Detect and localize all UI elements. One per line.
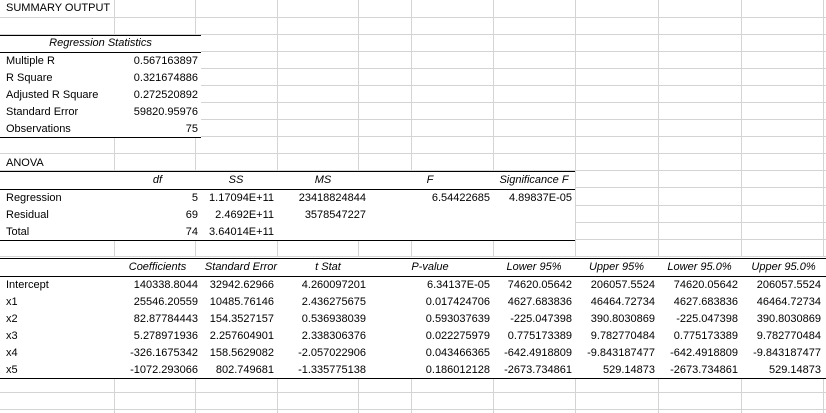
coef-header: Upper 95.0%	[751, 261, 816, 273]
anova-row-label: Residual	[6, 209, 49, 221]
coef-cell[interactable]: 390.8030869	[590, 313, 655, 325]
coef-cell[interactable]: 390.8030869	[756, 313, 821, 325]
coef-cell[interactable]: 74620.05642	[507, 279, 572, 291]
coef-cell[interactable]: 0.043466365	[425, 347, 490, 359]
coef-cell[interactable]: 4627.683836	[673, 296, 738, 308]
coef-cell[interactable]: -9.843187477	[753, 347, 821, 359]
coef-header: Upper 95%	[588, 261, 645, 273]
anova-cell[interactable]: 4.89837E-05	[509, 192, 572, 204]
coef-row-label: x3	[6, 330, 18, 342]
coef-cell[interactable]: 9.782770484	[756, 330, 821, 342]
gridline	[658, 0, 659, 413]
anova-header-f: F	[426, 174, 434, 186]
coef-cell[interactable]: 0.593037639	[425, 313, 490, 325]
coef-row-label: x1	[6, 296, 18, 308]
regression-statistics-header: Regression Statistics	[49, 37, 152, 49]
coef-header: Coefficients	[128, 261, 187, 273]
coef-cell[interactable]: 206057.5524	[756, 279, 821, 291]
stat-value[interactable]: 75	[185, 123, 198, 135]
coef-cell[interactable]: -2673.734861	[670, 364, 738, 376]
coef-row-label: Intercept	[6, 279, 49, 291]
coef-cell[interactable]: -326.1675342	[130, 347, 198, 359]
coef-cell[interactable]: 529.14873	[603, 364, 655, 376]
coef-cell[interactable]: 0.775173389	[507, 330, 572, 342]
coef-cell[interactable]: -642.4918809	[504, 347, 572, 359]
anova-cell[interactable]: 69	[185, 209, 198, 221]
coef-cell[interactable]: 529.14873	[769, 364, 821, 376]
coef-cell[interactable]: 2.436275675	[301, 296, 366, 308]
coef-cell[interactable]: 5.278971936	[133, 330, 198, 342]
coef-header: Lower 95%	[506, 261, 562, 273]
anova-cell[interactable]: 1.17094E+11	[209, 192, 274, 204]
anova-title: ANOVA	[6, 157, 44, 169]
coef-row-label: x4	[6, 347, 18, 359]
coef-cell[interactable]: -2673.734861	[504, 364, 572, 376]
coef-row-label: x2	[6, 313, 18, 325]
coef-cell[interactable]: -1.335775138	[298, 364, 366, 376]
coef-cell[interactable]: 206057.5524	[590, 279, 655, 291]
coef-cell[interactable]: 6.34137E-05	[427, 279, 490, 291]
coef-cell[interactable]: 9.782770484	[590, 330, 655, 342]
stat-label: Adjusted R Square	[6, 89, 99, 101]
anova-header-df: df	[152, 174, 163, 186]
coef-header: Standard Error	[204, 261, 278, 273]
stat-value[interactable]: 0.321674886	[133, 72, 198, 84]
coef-cell[interactable]: 2.257604901	[209, 330, 274, 342]
coef-cell[interactable]: 74620.05642	[673, 279, 738, 291]
coef-cell[interactable]: 0.017424706	[425, 296, 490, 308]
gridline	[575, 0, 576, 413]
coef-cell[interactable]: 10485.76146	[209, 296, 274, 308]
coef-cell[interactable]: 4627.683836	[507, 296, 572, 308]
coef-header: Lower 95.0%	[667, 261, 732, 273]
coef-cell[interactable]: 82.87784443	[133, 313, 198, 325]
coef-cell[interactable]: 2.338306376	[301, 330, 366, 342]
coef-cell[interactable]: 802.749681	[215, 364, 274, 376]
anova-cell[interactable]: 74	[185, 226, 198, 238]
anova-cell[interactable]: 3.64014E+11	[209, 226, 274, 238]
gridline	[741, 0, 742, 413]
stat-label: Multiple R	[6, 55, 55, 67]
anova-header-significance: Significance F	[499, 174, 569, 186]
coef-cell[interactable]: 46464.72734	[756, 296, 821, 308]
gridline	[823, 0, 824, 413]
coef-cell[interactable]: 4.260097201	[301, 279, 366, 291]
coef-header: P-value	[411, 261, 449, 273]
coef-cell[interactable]: 32942.62966	[209, 279, 274, 291]
coef-cell[interactable]: 0.536938039	[301, 313, 366, 325]
anova-row-label: Regression	[6, 192, 62, 204]
anova-cell[interactable]: 23418824844	[298, 192, 366, 204]
summary-output-title: SUMMARY OUTPUT	[6, 2, 111, 14]
coef-cell[interactable]: -1072.293066	[130, 364, 198, 376]
coef-cell[interactable]: 154.3527157	[209, 313, 274, 325]
stat-value[interactable]: 0.567163897	[133, 55, 198, 67]
stat-value[interactable]: 59820.95976	[133, 106, 198, 118]
stat-label: Standard Error	[6, 106, 79, 118]
coef-cell[interactable]: 46464.72734	[590, 296, 655, 308]
anova-cell[interactable]: 5	[191, 192, 198, 204]
coef-cell[interactable]: 140338.8044	[133, 279, 198, 291]
coef-cell[interactable]: 0.775173389	[673, 330, 738, 342]
anova-row-label: Total	[6, 226, 30, 238]
coef-cell[interactable]: -225.047398	[510, 313, 572, 325]
anova-cell[interactable]: 2.4692E+11	[215, 209, 274, 221]
coef-cell[interactable]: 0.022275979	[425, 330, 490, 342]
anova-header-ms: MS	[314, 174, 332, 186]
coef-cell[interactable]: -642.4918809	[670, 347, 738, 359]
anova-header-ss: SS	[228, 174, 244, 186]
coef-row-label: x5	[6, 364, 18, 376]
coef-cell[interactable]: 0.186012128	[425, 364, 490, 376]
anova-cell[interactable]: 3578547227	[304, 209, 366, 221]
stat-label: R Square	[6, 72, 53, 84]
coef-cell[interactable]: -2.057022906	[298, 347, 366, 359]
stat-label: Observations	[6, 123, 71, 135]
coef-cell[interactable]: 25546.20559	[133, 296, 198, 308]
stat-value[interactable]: 0.272520892	[133, 89, 198, 101]
coef-cell[interactable]: -225.047398	[676, 313, 738, 325]
coef-cell[interactable]: 158.5629082	[209, 347, 274, 359]
coef-cell[interactable]: -9.843187477	[587, 347, 655, 359]
anova-cell[interactable]: 6.54422685	[431, 192, 490, 204]
coef-header: t Stat	[315, 261, 341, 273]
